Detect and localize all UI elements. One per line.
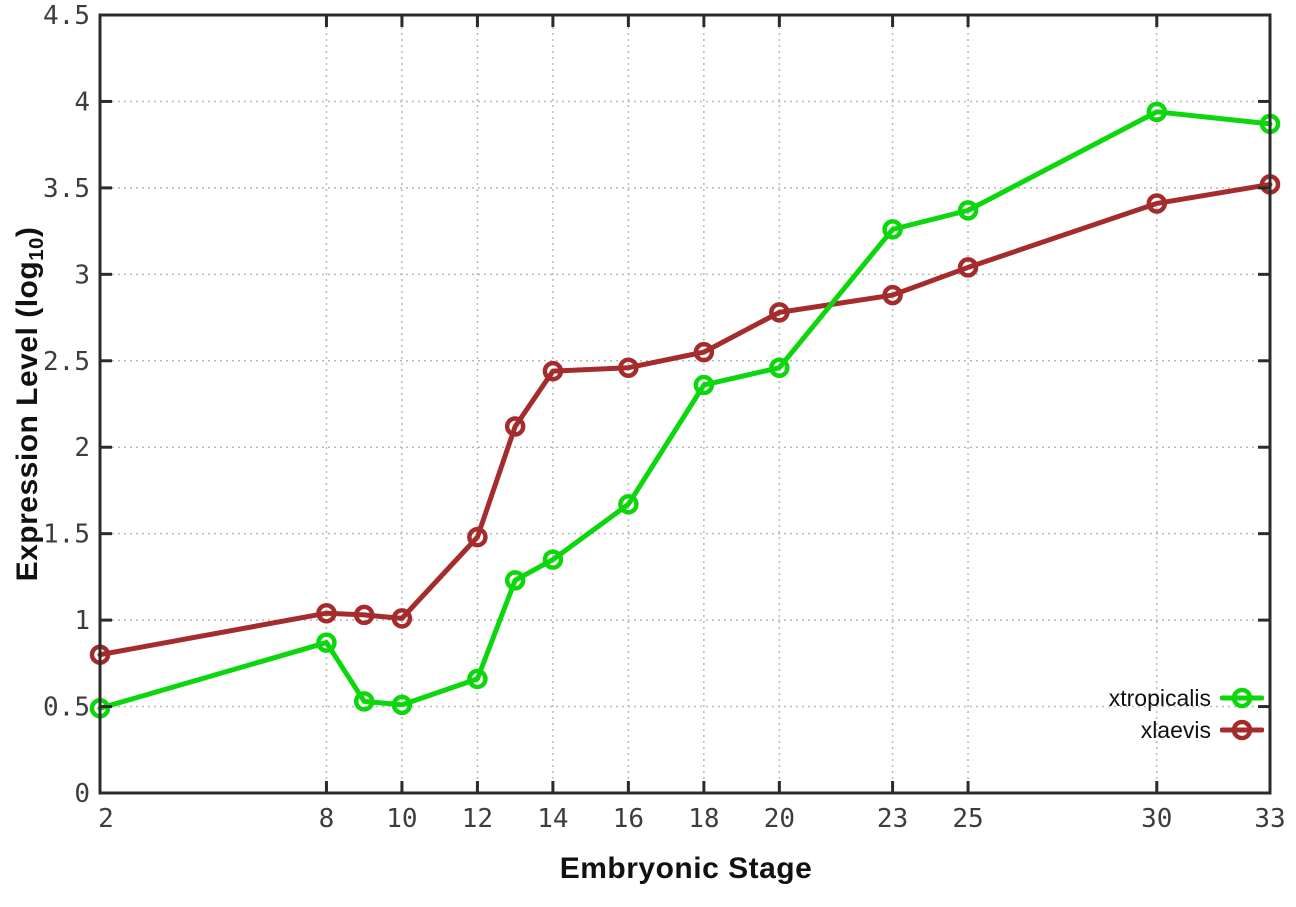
x-tick-label: 18: [688, 804, 719, 834]
y-tick-label: 3: [74, 260, 90, 290]
data-point-xlaevis: [693, 341, 715, 363]
data-point-xtropicalis: [391, 694, 413, 716]
x-tick-label: 30: [1141, 804, 1172, 834]
data-point-xtropicalis: [504, 570, 526, 591]
data-point-xtropicalis: [353, 691, 375, 712]
data-point-xlaevis: [504, 416, 526, 437]
data-point-xtropicalis: [957, 200, 979, 221]
x-tick-label: 33: [1254, 804, 1285, 834]
x-tick-label: 12: [462, 804, 493, 834]
x-tick-label: 23: [877, 804, 908, 834]
data-point-xtropicalis: [467, 668, 488, 690]
series-line-xlaevis: [97, 181, 1273, 658]
data-point-xlaevis: [316, 602, 337, 624]
y-tick-label: 2: [74, 433, 90, 463]
data-point-xtropicalis: [882, 219, 903, 240]
legend-label-xlaevis: xlaevis: [1140, 716, 1211, 743]
data-point-xlaevis: [1146, 193, 1168, 214]
legend-item-xtropicalis: xtropicalis: [1109, 683, 1264, 713]
y-axis-title-text: Expression Level (log: [10, 260, 44, 582]
y-tick-label: 2.5: [43, 347, 90, 377]
data-point-xlaevis: [882, 284, 903, 306]
data-point-xlaevis: [618, 357, 639, 378]
x-tick-label: 8: [319, 804, 335, 834]
data-point-xlaevis: [353, 604, 375, 626]
y-axis-title: Expression Level (log10): [11, 227, 49, 582]
legend-label-xtropicalis: xtropicalis: [1108, 684, 1211, 711]
data-point-xlaevis: [957, 257, 979, 278]
x-tick-label: 16: [613, 804, 644, 834]
plot-border: [98, 13, 1272, 795]
x-tick-label: 2: [98, 804, 114, 834]
legend-item-xlaevis: xlaevis: [1109, 715, 1264, 745]
data-point-xtropicalis: [693, 374, 715, 396]
y-tick-label: 4: [74, 87, 90, 117]
x-tick-label: 14: [537, 804, 568, 834]
x-tick-label: 20: [764, 804, 795, 834]
x-tick-label: 25: [952, 804, 983, 834]
data-point-xtropicalis: [769, 357, 790, 378]
data-point-xtropicalis: [1146, 101, 1168, 123]
x-axis-title: Embryonic Stage: [559, 852, 813, 885]
data-point-xtropicalis: [542, 549, 564, 570]
y-axis-title-close: ): [10, 226, 44, 238]
data-point-xlaevis: [769, 302, 790, 323]
x-tick-label: 10: [386, 804, 417, 834]
legend: xtropicalis xlaevis: [1109, 683, 1264, 745]
y-tick-label: 0.5: [43, 693, 90, 723]
y-tick-label: 3.5: [43, 174, 90, 204]
y-tick-label: 4.5: [43, 1, 90, 31]
y-axis-title-subscript: 10: [26, 237, 49, 261]
data-point-xtropicalis: [618, 494, 639, 515]
series-line-xtropicalis: [97, 109, 1273, 711]
y-tick-label: 1: [74, 606, 90, 636]
data-point-xlaevis: [467, 526, 488, 548]
data-point-xlaevis: [542, 360, 564, 382]
legend-marker-xlaevis: [1220, 719, 1264, 741]
y-tick-label: 1.5: [43, 520, 90, 550]
data-point-xlaevis: [391, 608, 413, 629]
legend-marker-xtropicalis: [1220, 687, 1264, 709]
data-point-xtropicalis: [316, 632, 337, 653]
y-tick-label: 0: [74, 779, 90, 809]
